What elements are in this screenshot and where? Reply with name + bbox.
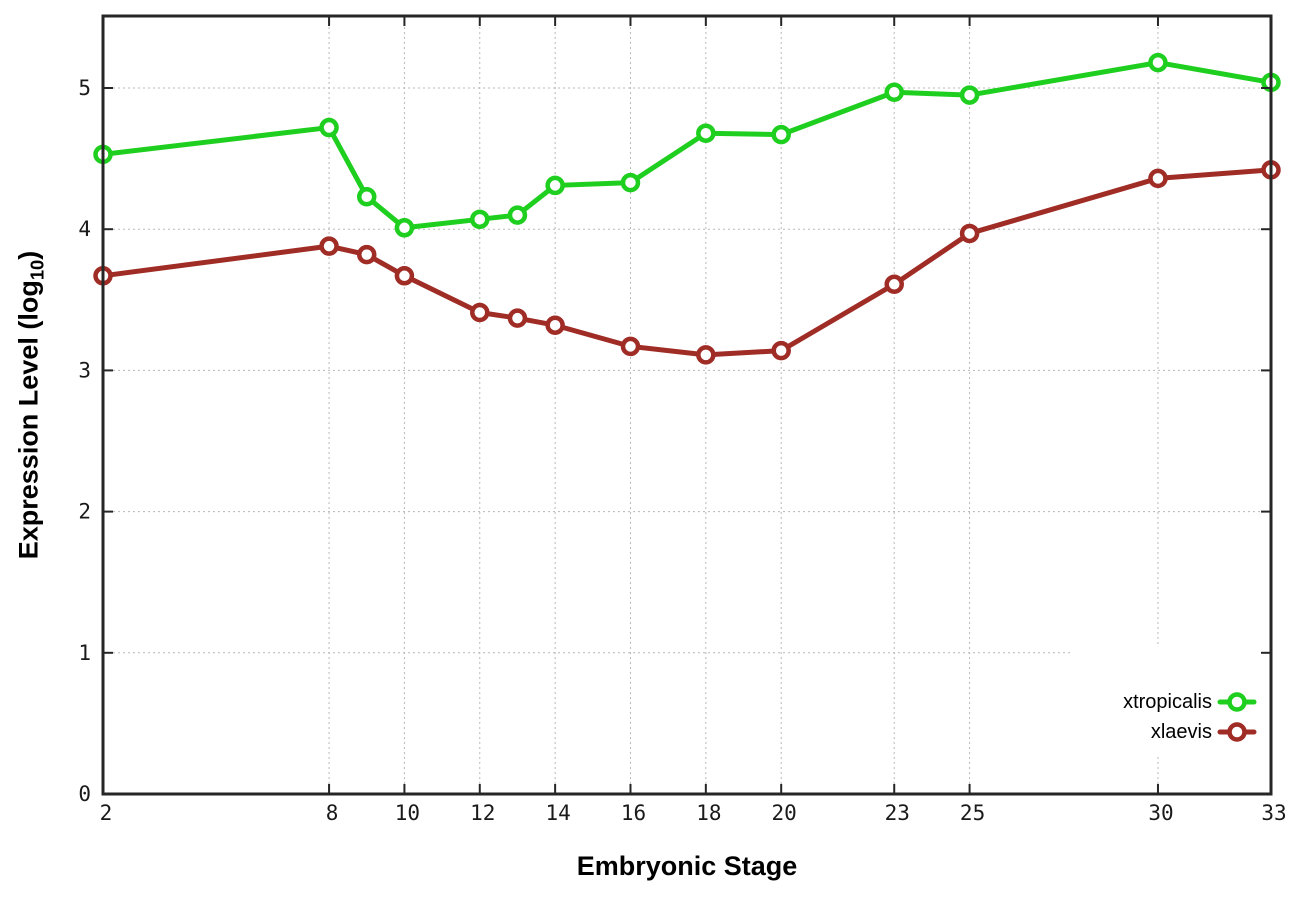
plot-border [101,14,1273,796]
data-point-xtropicalis-stage-23 [884,82,904,102]
data-point-xlaevis-stage-30 [1148,168,1168,189]
data-point-xlaevis-stage-13 [507,308,528,328]
x-tick-label: 8 [326,801,339,825]
x-tick-label: 23 [885,801,910,825]
data-point-xtropicalis-stage-30 [1148,52,1168,73]
data-point-xlaevis-stage-14 [545,315,565,335]
legend-label-xlaevis: xlaevis [1151,721,1212,743]
data-point-xlaevis-stage-9 [356,244,377,265]
data-point-xtropicalis-stage-20 [771,124,791,145]
data-point-xtropicalis-stage-18 [696,123,716,143]
legend-sample-marker-xtropicalis [1227,692,1247,712]
data-point-xtropicalis-stage-10 [394,218,415,238]
data-point-xlaevis-stage-23 [884,274,904,295]
x-tick-label: 33 [1261,801,1286,825]
y-tick-label: 4 [78,217,91,241]
data-point-xtropicalis-stage-8 [319,117,339,138]
data-point-xlaevis-stage-18 [696,345,716,365]
data-point-xlaevis-stage-10 [394,266,415,286]
x-tick-label: 30 [1148,801,1173,825]
data-point-xtropicalis-stage-9 [356,186,377,207]
x-tick-label: 2 [100,801,113,825]
data-point-xlaevis-stage-20 [771,340,791,361]
x-tick-label: 10 [395,801,420,825]
data-point-xtropicalis-stage-16 [620,172,641,193]
y-axis-title-main: Expression Level (log [13,280,44,560]
x-tick-label: 14 [545,801,570,825]
legend-label-xtropicalis: xtropicalis [1123,691,1212,713]
y-tick-label: 3 [78,358,91,382]
data-point-xtropicalis-stage-14 [545,175,565,196]
series-line-xtropicalis [100,60,1274,231]
data-point-xtropicalis-stage-25 [959,85,980,105]
x-tick-label: 16 [621,801,646,825]
data-point-xtropicalis-stage-12 [470,209,490,230]
y-tick-label: 2 [78,500,91,524]
legend-sample-marker-xlaevis [1227,722,1247,742]
x-tick-label: 25 [960,801,985,825]
data-point-xlaevis-stage-16 [620,336,641,357]
x-axis-title: Embryonic Stage [576,851,798,881]
y-tick-label: 5 [78,76,91,100]
series-line-xlaevis [100,167,1274,358]
x-tick-label: 12 [470,801,495,825]
data-point-xtropicalis-stage-13 [507,205,528,225]
data-point-xlaevis-stage-12 [470,302,490,323]
y-tick-label: 0 [78,782,91,806]
y-tick-label: 1 [78,641,91,665]
y-axis-title: Expression Level (log10) [13,251,48,560]
x-tick-label: 20 [772,801,797,825]
data-point-xlaevis-stage-8 [319,236,339,256]
y-axis-title-subscript: 10 [26,259,48,281]
y-axis-title-close: ) [13,250,44,260]
x-tick-label: 18 [696,801,721,825]
data-point-xlaevis-stage-25 [959,223,980,244]
